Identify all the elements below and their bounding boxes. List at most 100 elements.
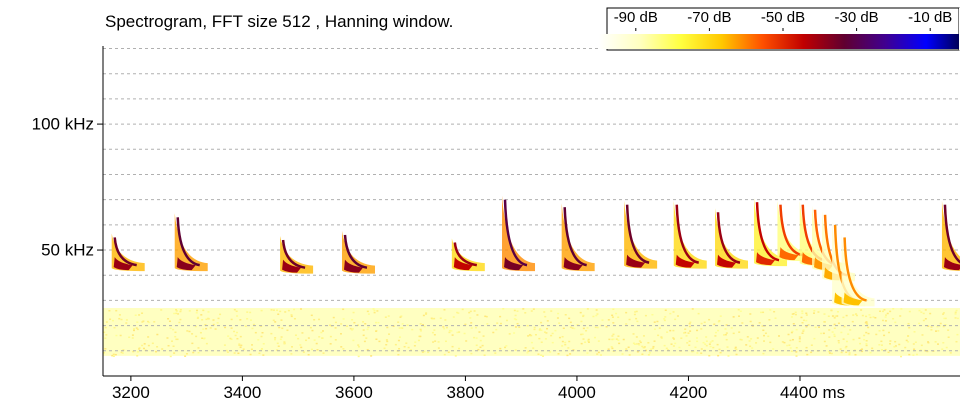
noise-speck bbox=[944, 317, 947, 320]
noise-speck bbox=[664, 316, 667, 318]
noise-speck bbox=[340, 346, 343, 348]
noise-speck bbox=[188, 330, 191, 333]
noise-speck bbox=[279, 338, 282, 341]
noise-speck bbox=[151, 342, 154, 345]
noise-speck bbox=[353, 321, 356, 324]
noise-speck bbox=[848, 353, 851, 356]
call-sweep bbox=[843, 237, 867, 302]
noise-speck bbox=[318, 336, 321, 338]
noise-speck bbox=[851, 320, 854, 323]
noise-speck bbox=[357, 324, 360, 326]
noise-speck bbox=[929, 312, 932, 315]
noise-speck bbox=[257, 339, 260, 341]
colorbar: -90 dB -70 dB -50 dB -30 dB -10 dB bbox=[599, 7, 960, 51]
noise-speck bbox=[719, 351, 722, 354]
noise-speck bbox=[195, 335, 198, 338]
noise-speck bbox=[802, 319, 805, 322]
noise-speck bbox=[887, 331, 890, 334]
noise-speck bbox=[176, 338, 179, 341]
noise-speck bbox=[201, 319, 204, 321]
noise-speck bbox=[924, 318, 927, 320]
noise-speck bbox=[540, 329, 543, 331]
noise-speck bbox=[342, 318, 345, 320]
noise-speck bbox=[678, 346, 681, 349]
noise-speck bbox=[694, 346, 697, 349]
noise-speck bbox=[526, 324, 529, 327]
noise-speck bbox=[179, 308, 182, 311]
noise-speck bbox=[665, 347, 668, 350]
noise-speck bbox=[792, 323, 795, 325]
noise-speck bbox=[845, 351, 848, 353]
noise-speck bbox=[551, 341, 554, 344]
noise-speck bbox=[138, 314, 141, 316]
noise-speck bbox=[920, 311, 923, 313]
noise-speck bbox=[813, 337, 816, 340]
noise-speck bbox=[600, 354, 603, 356]
noise-speck bbox=[526, 352, 529, 354]
noise-speck bbox=[845, 314, 848, 317]
noise-speck bbox=[422, 324, 425, 326]
noise-speck bbox=[321, 337, 324, 339]
noise-speck bbox=[740, 339, 743, 341]
noise-speck bbox=[334, 327, 337, 329]
noise-speck bbox=[611, 314, 614, 317]
noise-speck bbox=[551, 332, 554, 335]
noise-speck bbox=[250, 348, 253, 351]
noise-speck bbox=[513, 332, 516, 334]
noise-speck bbox=[663, 344, 666, 347]
noise-speck bbox=[790, 316, 793, 318]
noise-speck bbox=[842, 316, 845, 319]
noise-speck bbox=[398, 327, 401, 329]
noise-speck bbox=[904, 346, 907, 349]
noise-speck bbox=[125, 319, 128, 321]
noise-speck bbox=[445, 326, 448, 329]
noise-speck bbox=[688, 322, 691, 325]
noise-speck bbox=[930, 329, 933, 331]
noise-speck bbox=[558, 336, 561, 339]
noise-speck bbox=[329, 324, 332, 327]
noise-speck bbox=[103, 331, 106, 334]
noise-speck bbox=[252, 323, 255, 326]
noise-speck bbox=[104, 337, 107, 340]
noise-speck bbox=[691, 308, 694, 310]
call bbox=[502, 195, 536, 272]
noise-speck bbox=[900, 355, 903, 358]
noise-speck bbox=[883, 334, 886, 337]
call-halo bbox=[673, 200, 707, 269]
call-halo bbox=[832, 220, 866, 307]
noise-speck bbox=[945, 346, 948, 349]
noise-speck bbox=[366, 348, 369, 351]
noise-speck bbox=[708, 354, 711, 357]
noise-speck bbox=[802, 329, 805, 331]
noise-speck bbox=[889, 310, 892, 313]
noise-speck bbox=[538, 329, 541, 331]
call-halo bbox=[754, 198, 788, 267]
noise-speck bbox=[627, 346, 630, 349]
noise-speck bbox=[119, 334, 122, 337]
noise-speck bbox=[305, 339, 308, 342]
call bbox=[280, 235, 314, 274]
noise-speck bbox=[844, 346, 847, 349]
noise-speck bbox=[608, 338, 611, 341]
noise-speck bbox=[479, 339, 482, 342]
noise-speck bbox=[942, 312, 945, 314]
call-halo bbox=[624, 200, 658, 269]
noise-speck bbox=[185, 352, 188, 355]
axes: 50 kHz 100 kHz 3200 3400 3600 3800 4000 4200 440… bbox=[32, 46, 960, 402]
noise-speck bbox=[700, 352, 703, 354]
noise-speck bbox=[109, 318, 112, 321]
noise-speck bbox=[783, 341, 786, 344]
call-sweep bbox=[716, 212, 741, 264]
noise-speck bbox=[863, 338, 866, 341]
noise-speck bbox=[777, 335, 780, 337]
noise-speck bbox=[293, 317, 296, 320]
noise-speck bbox=[554, 329, 557, 332]
noise-speck bbox=[653, 328, 656, 330]
noise-speck bbox=[230, 318, 233, 321]
noise-speck bbox=[197, 347, 200, 349]
noise-speck bbox=[652, 347, 655, 350]
noise-speck bbox=[936, 343, 939, 345]
noise-speck bbox=[579, 311, 582, 314]
noise-speck bbox=[401, 323, 404, 325]
noise-speck bbox=[112, 353, 115, 356]
